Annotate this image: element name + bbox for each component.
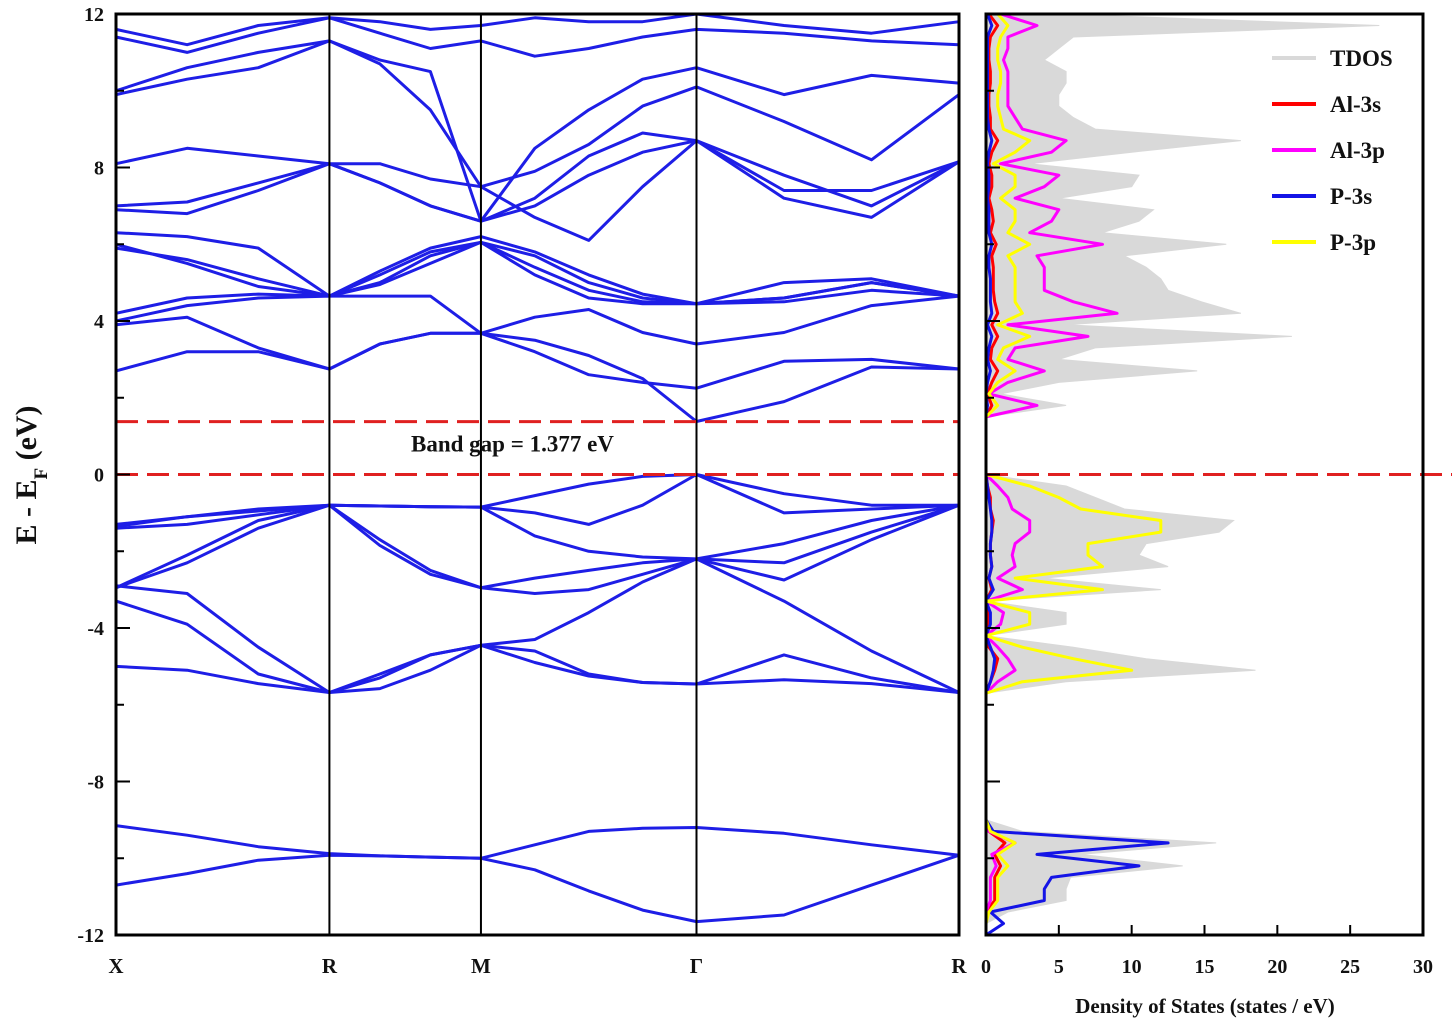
y-tick-label: -12 xyxy=(77,925,104,947)
y-tick-label: -8 xyxy=(87,772,104,794)
band-12 xyxy=(115,315,960,423)
y-tick-label: 4 xyxy=(94,311,104,333)
reference-lines xyxy=(116,420,959,476)
band-3 xyxy=(115,643,960,694)
k-label-Γ: Γ xyxy=(690,954,703,978)
band-16 xyxy=(115,240,960,306)
k-label-M: M xyxy=(471,954,491,978)
y-tick-label: 12 xyxy=(84,4,104,26)
legend-label-al-3s: Al-3s xyxy=(1330,92,1381,117)
energy-axis-ticks: 12 8 4 0 -4 -8 -12 xyxy=(77,4,130,947)
band-5 xyxy=(115,557,960,694)
band-8 xyxy=(115,503,960,582)
band-22 xyxy=(115,39,960,223)
band-21 xyxy=(115,39,960,189)
dos-x-tick-label: 5 xyxy=(1054,956,1064,978)
band-1 xyxy=(115,853,960,924)
band-13 xyxy=(115,294,960,346)
band-11 xyxy=(115,331,960,390)
dos-x-tick-label: 10 xyxy=(1122,956,1142,978)
legend-label-al-3p: Al-3p xyxy=(1330,138,1385,163)
dos-legend: TDOS Al-3s Al-3p P-3s P-3p xyxy=(1272,46,1393,255)
legend-label-tdos: TDOS xyxy=(1330,46,1393,71)
band-4 xyxy=(115,599,960,694)
band-6 xyxy=(115,503,960,595)
band-gap-annotation: Band gap = 1.377 eV xyxy=(411,432,614,457)
high-symmetry-lines xyxy=(328,14,698,935)
y-tick-label: 8 xyxy=(94,158,104,180)
band-17 xyxy=(115,231,960,306)
band-structure-panel: 12 8 4 0 -4 -8 -12 X R M Γ R Band gap = 1.377 eV E… xyxy=(10,4,967,978)
dos-panel: 0 5 10 15 20 25 30 Density of States (states /… xyxy=(981,12,1452,1018)
dos-x-ticks: 0 5 10 15 20 25 30 xyxy=(981,925,1433,978)
dos-x-tick-label: 15 xyxy=(1195,956,1215,978)
band-lines xyxy=(115,12,960,924)
k-label-X: X xyxy=(108,954,123,978)
dos-x-tick-label: 30 xyxy=(1413,956,1433,978)
band-2 xyxy=(115,824,960,860)
y-tick-label: 0 xyxy=(94,465,104,487)
legend-label-p-3p: P-3p xyxy=(1330,230,1376,255)
legend-label-p-3s: P-3s xyxy=(1330,184,1372,209)
band-20 xyxy=(115,139,960,242)
k-label-R: R xyxy=(951,954,967,978)
dos-x-tick-label: 0 xyxy=(981,956,991,978)
band-15 xyxy=(115,240,960,306)
dos-x-tick-label: 25 xyxy=(1340,956,1360,978)
band-18 xyxy=(115,139,960,223)
band-10 xyxy=(115,473,959,526)
band-23 xyxy=(115,16,960,58)
band-7 xyxy=(115,503,960,590)
dos-energy-ticks xyxy=(986,13,1000,936)
y-tick-label: -4 xyxy=(87,618,104,640)
band-19 xyxy=(115,131,960,223)
dos-x-axis-label: Density of States (states / eV) xyxy=(1075,994,1335,1018)
k-label-R: R xyxy=(322,954,338,978)
band-9 xyxy=(115,473,960,530)
energy-axis-label: E - EF (eV) xyxy=(10,405,52,544)
band-24 xyxy=(115,12,960,47)
dos-x-tick-label: 20 xyxy=(1267,956,1287,978)
